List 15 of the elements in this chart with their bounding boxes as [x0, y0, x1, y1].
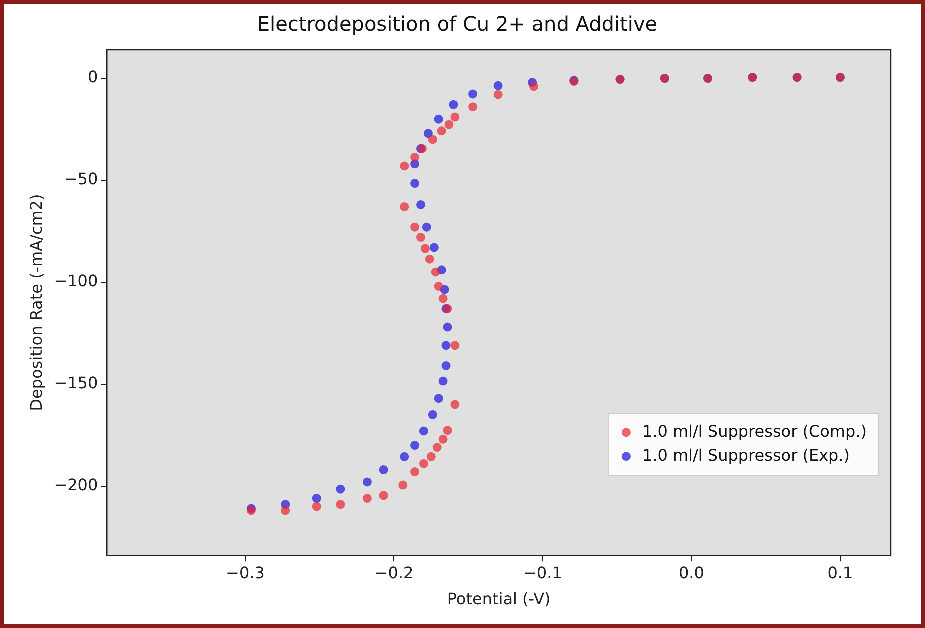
y-axis-title: Deposition Rate (-mA/cm2) [26, 194, 46, 412]
y-tick-label: −150 [54, 374, 98, 393]
y-tick-label: −200 [54, 475, 98, 494]
y-tick-label: 0 [88, 68, 98, 87]
x-tick-label: −0.1 [524, 563, 562, 582]
legend-label: 1.0 ml/l Suppressor (Exp.) [642, 446, 850, 465]
x-tick-label: 0.0 [678, 563, 704, 582]
legend-label: 1.0 ml/l Suppressor (Comp.) [642, 422, 867, 441]
x-tick-label: −0.3 [226, 563, 265, 582]
chart-title: Electrodeposition of Cu 2+ and Additive [257, 12, 658, 36]
x-axis-title: Potential (-V) [447, 590, 551, 609]
x-tick-label: 0.1 [828, 563, 854, 582]
y-tick-label: −50 [64, 170, 98, 189]
y-tick-label: −100 [54, 272, 98, 291]
x-tick-label: −0.2 [374, 563, 414, 582]
